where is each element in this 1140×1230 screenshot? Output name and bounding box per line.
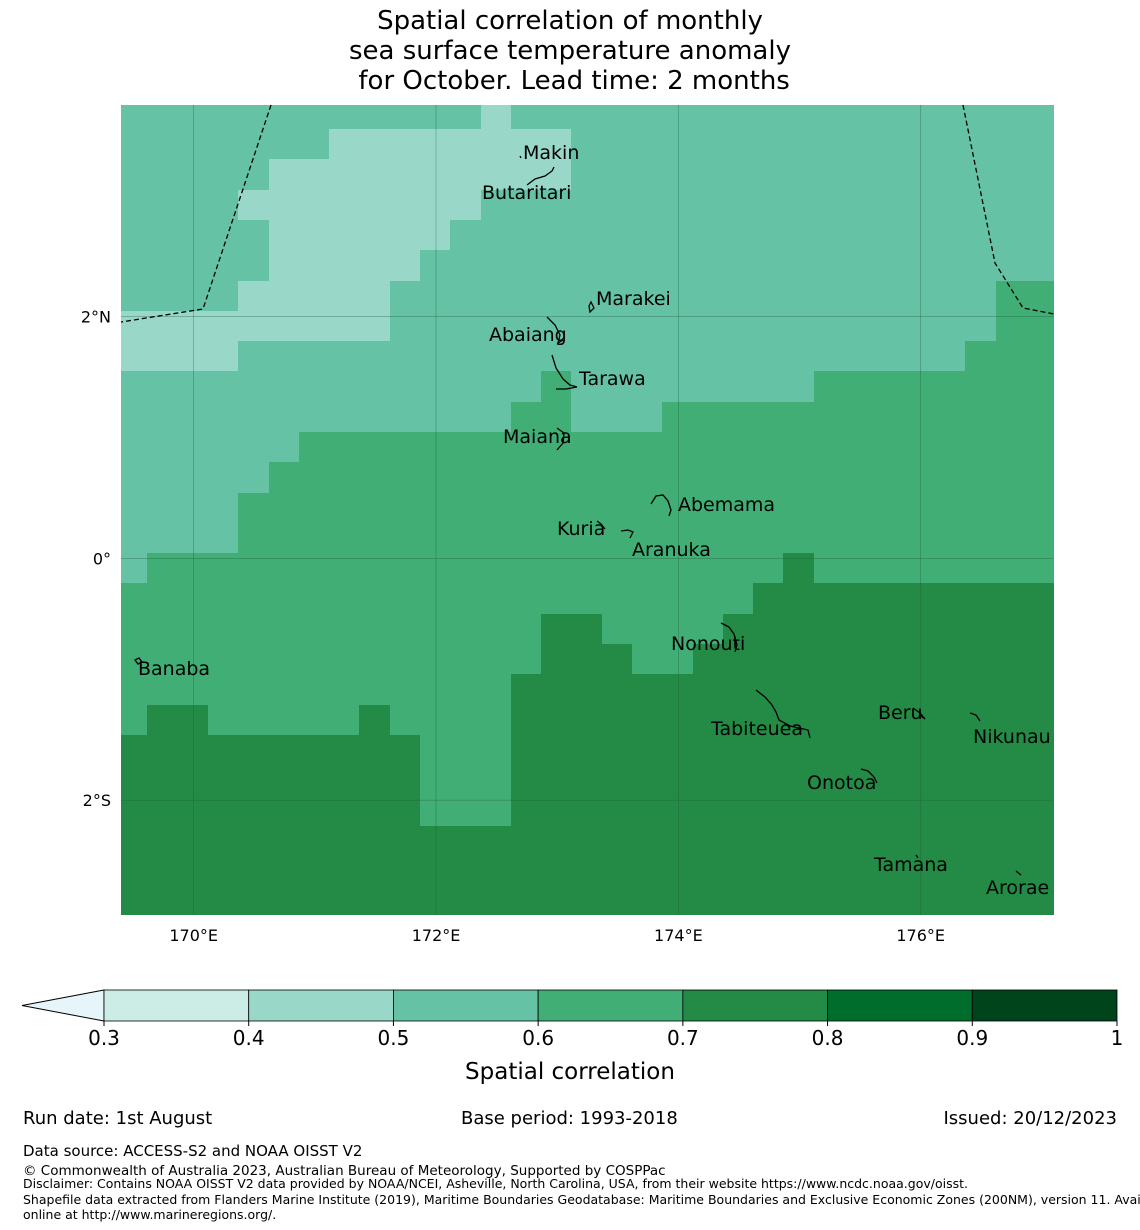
- coast-aranuka: [620, 529, 634, 539]
- coast-nonouti: [720, 622, 738, 653]
- island-label-beru: Beru: [878, 702, 923, 724]
- coast-arorae: [1015, 870, 1022, 876]
- colorbar-tick-label: 0.8: [812, 1026, 844, 1050]
- title-line-2: sea surface temperature anomaly: [349, 36, 791, 66]
- colorbar-segment: [827, 989, 973, 1022]
- issued-date: Issued: 20/12/2023: [943, 1108, 1117, 1129]
- island-labels: Makin Butaritari Marakei Abaiang Tarawa Maian…: [138, 142, 1051, 899]
- coast-abemama: [650, 494, 672, 517]
- colorbar-segment: [682, 989, 828, 1022]
- coast-beru: [912, 707, 926, 720]
- map-panel: Makin Butaritari Marakei Abaiang Tarawa Maian…: [120, 104, 1055, 915]
- coast-tamana: [915, 854, 919, 859]
- colorbar-segment: [393, 989, 539, 1022]
- y-tick-label: 2°N: [81, 308, 111, 327]
- coast-maiana: [556, 427, 565, 451]
- coast-banaba: [134, 657, 143, 665]
- x-tick-label: 174°E: [654, 926, 703, 945]
- x-tick-label: 176°E: [896, 926, 945, 945]
- colorbar-tick-label: 0.9: [956, 1026, 988, 1050]
- title-line-1: Spatial correlation of monthly: [377, 6, 763, 36]
- colorbar-tick-label: 0.4: [233, 1026, 265, 1050]
- data-source: Data source: ACCESS-S2 and NOAA OISST V2: [23, 1142, 363, 1160]
- correlation-region-0.4-0.5: [121, 105, 571, 371]
- eez-boundary-east: [962, 104, 1055, 315]
- island-label-banaba: Banaba: [138, 658, 210, 680]
- coast-butaritari: [526, 166, 555, 186]
- coast-makin: [519, 155, 522, 159]
- correlation-region-0.7-0.8: [121, 553, 1054, 915]
- colorbar-tick-label: 0.5: [378, 1026, 410, 1050]
- disclaimer: Disclaimer: Contains NOAA OISST V2 data …: [23, 1176, 968, 1191]
- colorbar-tick-label: 1: [1111, 1026, 1124, 1050]
- island-label-tabiteuea: Tabiteuea: [710, 718, 803, 740]
- colorbar-tick-label: 0.6: [522, 1026, 554, 1050]
- map-gridlines: [121, 105, 1054, 915]
- x-tick-label: 170°E: [169, 926, 218, 945]
- island-label-abaiang: Abaiang: [489, 324, 567, 346]
- axis-tick-labels: 170°E 172°E 174°E 176°E 2°N 0° 2°S: [81, 308, 945, 945]
- colorbar-segment: [248, 989, 394, 1022]
- colorbar-tick-label: 0.7: [667, 1026, 699, 1050]
- coast-kuria: [596, 520, 606, 530]
- island-label-nonouti: Nonouti: [671, 633, 745, 655]
- island-label-nikunau: Nikunau: [973, 726, 1051, 748]
- island-label-aranuka: Aranuka: [632, 539, 711, 561]
- coast-tarawa: [551, 354, 578, 390]
- base-period: Base period: 1993-2018: [461, 1108, 678, 1129]
- coast-nikunau: [969, 712, 981, 722]
- y-tick-label: 2°S: [83, 791, 111, 810]
- island-label-tarawa: Tarawa: [578, 368, 646, 390]
- island-label-arorae: Arorae: [986, 877, 1049, 899]
- island-coastlines: [134, 155, 1022, 876]
- island-label-abemama: Abemama: [678, 494, 775, 516]
- coast-onotoa: [860, 768, 878, 784]
- island-label-marakei: Marakei: [596, 288, 671, 310]
- shapefile-credit-line-2: online at http://www.marineregions.org/.: [23, 1207, 277, 1222]
- colorbar-segment: [103, 989, 250, 1022]
- colorbar-extend-triangle: [21, 989, 105, 1022]
- colorbar-segment: [537, 989, 684, 1022]
- copyright-notice: © Commonwealth of Australia 2023, Austra…: [23, 1163, 666, 1179]
- island-label-butaritari: Butaritari: [482, 182, 571, 204]
- island-label-onotoa: Onotoa: [807, 772, 876, 794]
- colorbar-label: Spatial correlation: [465, 1059, 675, 1085]
- colorbar-segment: [971, 989, 1118, 1022]
- colorbar: 0.3 0.4 0.5 0.6 0.7 0.8 0.9 1 Spatial correlatio…: [21, 989, 1124, 1085]
- coast-abaiang: [546, 316, 564, 345]
- colorbar-tick-label: 0.3: [88, 1026, 120, 1050]
- coast-tabiteuea: [755, 689, 811, 739]
- island-label-maiana: Maiana: [503, 426, 572, 448]
- y-tick-label: 0°: [93, 549, 111, 568]
- map-title: Spatial correlation of monthly sea surfa…: [0, 6, 1140, 96]
- x-tick-label: 172°E: [412, 926, 461, 945]
- island-label-kuria: Kuria: [557, 518, 605, 540]
- island-label-makin: Makin: [523, 142, 579, 164]
- run-date: Run date: 1st August: [23, 1108, 213, 1129]
- island-label-tamana: Tamana: [873, 854, 948, 876]
- coast-marakei: [588, 300, 595, 314]
- shapefile-credit-line-1: Shapefile data extracted from Flanders M…: [23, 1192, 1140, 1207]
- title-line-3: for October. Lead time: 2 months: [350, 66, 790, 96]
